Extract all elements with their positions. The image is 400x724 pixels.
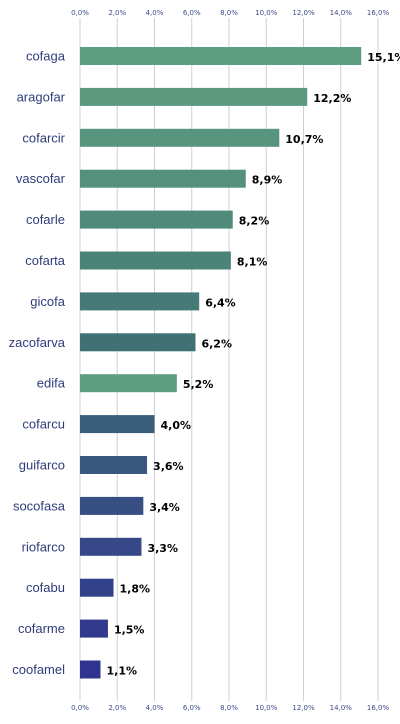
category-label: cofabu — [26, 580, 65, 595]
value-label: 6,2% — [201, 337, 232, 350]
x-tick-label-bottom: 6,0% — [183, 704, 201, 712]
value-label: 3,6% — [153, 460, 184, 473]
x-tick-label-bottom: 14,0% — [330, 704, 353, 712]
value-label: 4,0% — [161, 419, 192, 432]
x-tick-label-top: 14,0% — [330, 9, 353, 17]
category-label: coofamel — [12, 662, 65, 677]
bar — [80, 87, 308, 106]
category-label: cofarcu — [22, 417, 65, 432]
category-label: zacofarva — [9, 335, 66, 350]
value-label: 5,2% — [183, 378, 214, 391]
bar — [80, 210, 233, 229]
x-axis-bottom-ticks: 0,0% 2,0% 4,0% 6,0% 8,0% 10,0% 12,0% 14,0% 16,0% — [71, 704, 389, 712]
x-tick-label-bottom: 16,0% — [367, 704, 390, 712]
value-label: 8,9% — [252, 174, 283, 187]
bar — [80, 660, 101, 679]
x-tick-label-top: 16,0% — [367, 9, 390, 17]
value-label: 8,2% — [239, 215, 270, 228]
gridlines — [79, 18, 379, 701]
x-tick-label-top: 12,0% — [292, 9, 315, 17]
bar — [80, 333, 196, 352]
category-label: cofarta — [25, 253, 66, 268]
x-tick-label-bottom: 12,0% — [292, 704, 315, 712]
x-tick-label-bottom: 2,0% — [108, 704, 126, 712]
x-tick-label-top: 10,0% — [255, 9, 278, 17]
bar — [80, 374, 177, 393]
bar — [80, 456, 148, 474]
category-label: guifarco — [19, 458, 65, 473]
value-label: 6,4% — [205, 296, 236, 309]
value-label: 15,1% — [367, 51, 400, 64]
category-label: riofarco — [22, 539, 65, 554]
x-axis-top-ticks: 0,0% 2,0% 4,0% 6,0% 8,0% 10,0% 12,0% 14,0% 16,0% — [71, 9, 389, 17]
x-tick-label-top: 8,0% — [220, 9, 238, 17]
category-labels: cofaga aragofar cofarcir vascofar cofarle cof… — [9, 49, 66, 678]
value-label: 3,3% — [147, 542, 178, 555]
x-tick-label-bottom: 8,0% — [220, 704, 238, 712]
value-label: 10,7% — [285, 133, 323, 146]
bar — [80, 415, 155, 434]
category-label: vascofar — [16, 171, 66, 186]
x-tick-label-bottom: 0,0% — [71, 704, 89, 712]
category-label: cofarme — [18, 621, 65, 636]
category-label: aragofar — [17, 89, 66, 104]
x-tick-label-bottom: 4,0% — [146, 704, 164, 712]
value-label: 12,2% — [313, 92, 351, 105]
bar — [80, 578, 114, 597]
x-tick-label-top: 0,0% — [71, 9, 89, 17]
bar — [80, 619, 108, 638]
bar — [80, 169, 246, 188]
bar — [80, 292, 200, 311]
value-labels: 15,1% 12,2% 10,7% 8,9% 8,2% 8,1% 6,4% 6,2% 5,2% 4… — [106, 51, 400, 678]
value-label: 1,8% — [120, 583, 151, 596]
category-label: socofasa — [13, 498, 66, 513]
bar — [80, 47, 362, 65]
bar — [80, 496, 144, 515]
x-tick-label-bottom: 10,0% — [255, 704, 278, 712]
category-label: gicofa — [30, 294, 65, 309]
x-tick-label-top: 6,0% — [183, 9, 201, 17]
x-tick-label-top: 4,0% — [146, 9, 164, 17]
value-label: 1,1% — [106, 665, 137, 678]
x-tick-label-top: 2,0% — [108, 9, 126, 17]
value-label: 1,5% — [114, 624, 145, 637]
bar — [80, 251, 231, 270]
value-label: 8,1% — [237, 256, 268, 269]
bars — [80, 47, 362, 679]
category-label: cofarcir — [22, 130, 65, 145]
bar — [80, 128, 280, 147]
category-label: cofaga — [26, 49, 66, 64]
bar — [80, 537, 142, 556]
category-label: cofarle — [26, 212, 65, 227]
value-label: 3,4% — [149, 501, 180, 514]
category-label: edifa — [37, 376, 66, 391]
